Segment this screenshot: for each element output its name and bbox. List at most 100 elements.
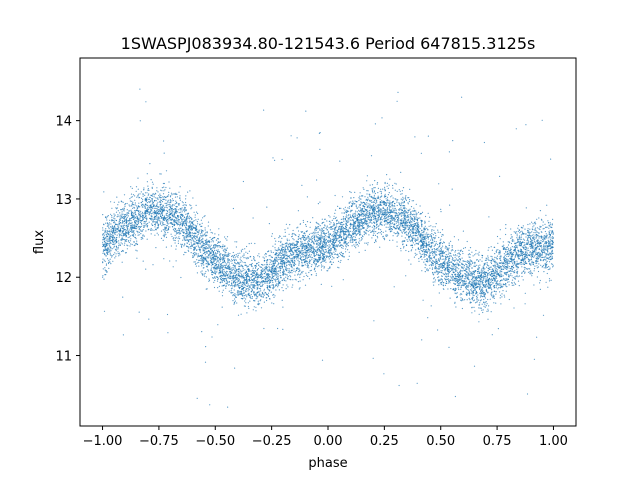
data-point: [297, 256, 299, 258]
data-point: [261, 269, 263, 271]
data-point: [133, 213, 135, 215]
data-point: [366, 242, 368, 244]
data-point: [223, 259, 225, 261]
data-point: [220, 264, 222, 266]
data-point: [448, 244, 450, 247]
data-point: [162, 182, 164, 185]
data-point: [224, 265, 226, 267]
data-point: [492, 270, 494, 272]
data-point: [297, 259, 299, 262]
data-point: [175, 245, 177, 247]
data-point: [441, 258, 443, 260]
data-point: [415, 254, 417, 256]
data-point: [224, 253, 226, 255]
data-point: [171, 198, 174, 200]
data-point: [468, 297, 470, 299]
data-point: [317, 226, 320, 228]
data-point: [439, 265, 441, 267]
data-point: [225, 238, 227, 240]
data-point: [230, 290, 232, 292]
data-point: [369, 203, 371, 205]
data-point: [393, 227, 395, 229]
data-point: [204, 251, 206, 253]
data-point: [242, 293, 244, 295]
data-point: [304, 234, 306, 237]
data-point: [523, 256, 525, 258]
data-point: [184, 218, 186, 220]
data-point: [225, 264, 227, 266]
data-point: [547, 250, 549, 252]
data-point: [493, 302, 495, 304]
data-point: [266, 276, 268, 278]
data-point: [496, 277, 498, 279]
data-point: [170, 233, 172, 235]
data-point: [505, 224, 507, 226]
data-point: [273, 296, 275, 298]
data-point: [455, 306, 457, 308]
data-point: [263, 109, 265, 111]
data-point: [313, 255, 315, 258]
data-point: [484, 303, 486, 305]
data-point: [210, 241, 212, 243]
data-point: [189, 223, 192, 225]
data-point: [545, 267, 547, 269]
data-point: [534, 238, 536, 240]
data-point: [524, 272, 526, 274]
data-point: [342, 217, 344, 219]
data-point: [346, 244, 348, 246]
data-point: [493, 273, 495, 275]
data-point: [308, 278, 311, 280]
data-point: [414, 252, 416, 254]
data-point: [167, 221, 169, 223]
data-point: [147, 188, 149, 190]
data-point: [478, 307, 480, 309]
data-point: [214, 277, 216, 279]
data-point: [363, 188, 365, 190]
data-point: [536, 235, 538, 237]
data-point: [471, 312, 473, 314]
data-point: [110, 201, 112, 203]
data-point: [115, 255, 117, 257]
data-point: [391, 230, 393, 232]
data-point: [476, 297, 478, 299]
data-point: [415, 212, 417, 214]
data-point: [431, 230, 433, 232]
data-point: [219, 270, 221, 272]
data-point: [170, 212, 172, 214]
data-point: [382, 188, 384, 190]
data-point: [282, 306, 284, 308]
data-point: [360, 201, 362, 203]
data-point: [410, 226, 412, 228]
data-point: [405, 249, 407, 252]
data-point: [117, 210, 119, 212]
data-point: [348, 232, 350, 234]
data-point: [135, 249, 137, 251]
data-point: [121, 238, 124, 240]
data-point: [353, 244, 355, 246]
data-point: [245, 298, 247, 300]
data-point: [493, 280, 495, 282]
data-point: [277, 286, 279, 288]
data-point: [540, 264, 542, 266]
data-point: [155, 200, 157, 202]
data-point: [360, 203, 362, 205]
data-point: [402, 226, 404, 228]
data-point: [227, 252, 229, 254]
data-point: [167, 332, 169, 334]
data-point: [304, 246, 306, 248]
data-point: [526, 234, 529, 236]
data-point: [435, 270, 437, 272]
data-point: [500, 273, 502, 275]
data-point: [121, 220, 124, 222]
data-point: [483, 301, 485, 303]
data-point: [445, 267, 447, 269]
data-point: [123, 244, 125, 246]
data-point: [410, 263, 412, 265]
data-point: [116, 216, 118, 218]
data-point: [167, 227, 170, 229]
data-point: [126, 209, 128, 211]
data-point: [172, 193, 174, 195]
data-point: [246, 279, 249, 281]
data-point: [358, 228, 360, 231]
data-point: [249, 279, 251, 282]
